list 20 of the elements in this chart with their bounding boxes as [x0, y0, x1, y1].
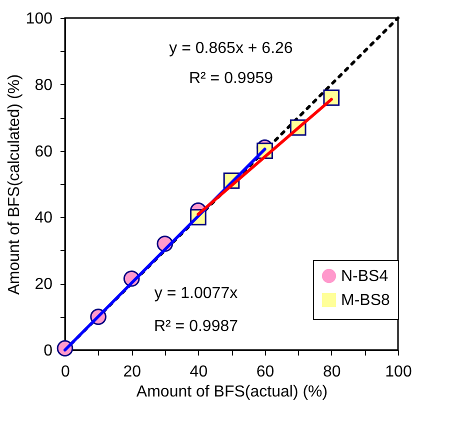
y-tick-label: 80 — [34, 76, 53, 94]
x-axis-title: Amount of BFS(actual) (%) — [136, 384, 328, 400]
y-tick-label: 0 — [44, 342, 53, 360]
y-axis-title: Amount of BFS(calculated) (%) — [6, 74, 23, 295]
y-tick-label: 100 — [26, 10, 53, 28]
annotation: y = 0.865x + 6.26 — [169, 40, 293, 57]
x-tick-label: 80 — [323, 364, 341, 380]
annotation: y = 1.0077x — [154, 285, 238, 302]
legend-label: M-BS8 — [341, 292, 390, 309]
annotation: R² = 0.9959 — [188, 70, 274, 87]
y-tick-label: 60 — [34, 143, 53, 160]
y-tick-label: 20 — [34, 276, 53, 294]
y-tick-label: 40 — [34, 210, 53, 227]
x-tick-label: 20 — [123, 364, 142, 380]
legend-label: N-BS4 — [341, 268, 388, 285]
annotation: R² = 0.9987 — [154, 318, 238, 335]
x-tick-label: 0 — [61, 364, 70, 380]
x-tick-label: 40 — [190, 364, 208, 380]
x-tick-label: 60 — [256, 364, 274, 380]
x-tick-label: 100 — [385, 364, 412, 380]
